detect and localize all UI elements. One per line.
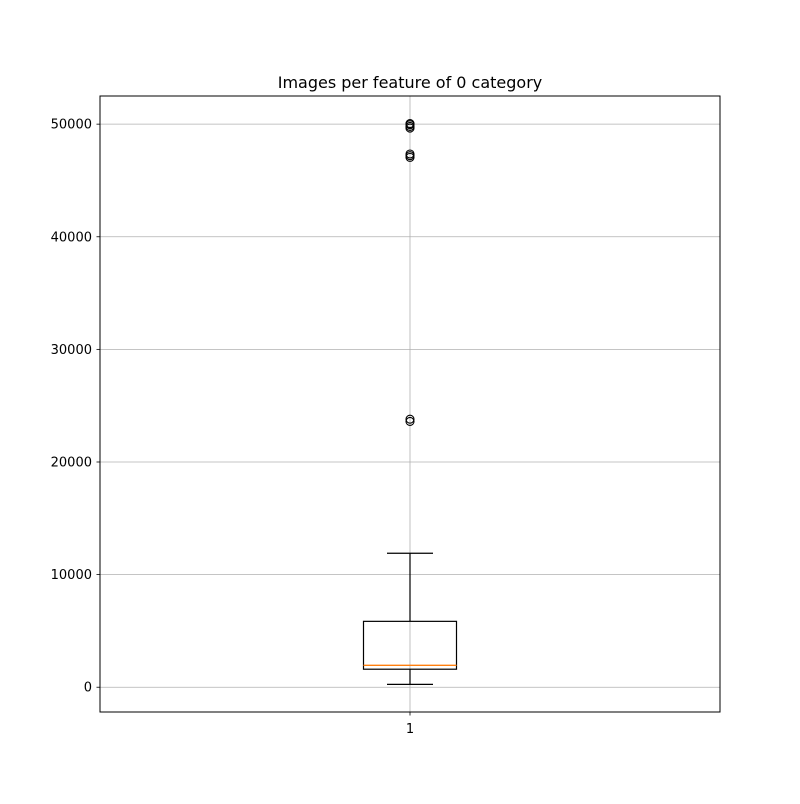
outlier-point [405,149,415,159]
y-tick-label: 50000 [51,118,92,133]
y-tick-label: 0 [84,681,92,696]
outlier-point [405,416,415,427]
iqr-box [362,620,458,670]
plot-layer [362,119,458,686]
outlier-point [405,119,415,129]
chart-title: Images per feature of 0 category [278,73,543,92]
y-tick-label: 20000 [51,455,92,470]
x-tick-label: 1 [406,722,414,737]
y-tick-label: 10000 [51,568,92,583]
boxplot-1 [362,119,458,686]
axis-layer: 0 10000 20000 30000 40000 50000 1 [51,118,415,737]
y-tick-label: 30000 [51,343,92,358]
outlier-point [405,414,415,424]
y-tick-label: 40000 [51,230,92,245]
